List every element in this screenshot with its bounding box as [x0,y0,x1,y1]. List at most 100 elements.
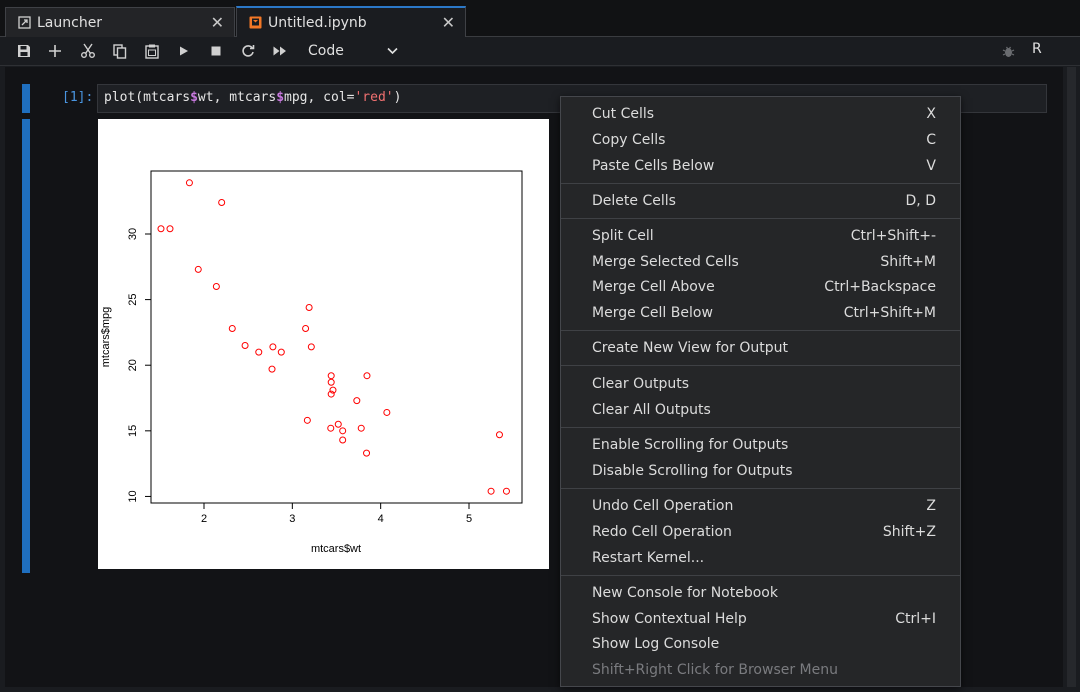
data-point [327,372,335,380]
restart-icon [242,45,255,57]
add-cell-icon [49,45,61,57]
menu-item-shortcut: D, D [905,193,936,209]
menu-item[interactable]: Clear Outputs [561,372,960,398]
code-string: 'red' [354,90,394,105]
menu-item-shortcut: Ctrl+Backspace [824,279,936,295]
menu-item[interactable]: Merge Cell Below Ctrl+Shift+M [561,301,960,327]
menu-item[interactable]: Merge Selected Cells Shift+M [561,250,960,276]
menu-item-label: Paste Cells Below [592,158,715,174]
data-point [357,424,365,432]
data-point [327,390,335,398]
menu-separator [561,183,960,184]
data-point [194,265,202,273]
data-point [228,324,236,332]
x-tick-label: 2 [201,513,207,525]
bug-icon [1002,46,1014,57]
input-collapser[interactable] [22,84,30,113]
data-point [269,343,277,351]
scrollbar-thumb[interactable] [1067,67,1076,687]
menu-separator [561,218,960,219]
code-text: plot(mtcars [104,90,191,105]
run-button[interactable] [173,41,195,61]
stop-icon [211,46,221,56]
menu-item-label: Undo Cell Operation [592,498,734,514]
code-text: ) [393,90,402,105]
menu-item[interactable]: Undo Cell Operation Z [561,494,960,520]
paste-button[interactable] [141,41,163,61]
tab-launcher[interactable]: Launcher ✕ [5,7,235,37]
menu-item-label: Create New View for Output [592,340,788,356]
restart-button[interactable] [237,41,259,61]
stop-button[interactable] [205,41,227,61]
menu-item[interactable]: Split Cell Ctrl+Shift+- [561,224,960,250]
close-icon[interactable]: ✕ [441,13,455,32]
menu-separator [561,427,960,428]
tab-notebook[interactable]: Untitled.ipynb ✕ [236,6,466,37]
data-point [185,179,193,187]
menu-item-shortcut: V [926,158,936,174]
menu-item[interactable]: Copy Cells C [561,128,960,154]
add-cell-button[interactable] [44,41,66,61]
data-point [487,487,495,495]
code-operator: $ [276,90,285,105]
tab-label-launcher: Launcher [37,14,103,31]
menu-item[interactable]: Show Contextual Help Ctrl+I [561,607,960,633]
data-point [495,431,503,439]
data-point [241,342,249,350]
close-icon[interactable]: ✕ [210,13,224,32]
x-axis-label: mtcars$wt [311,543,361,555]
kernel-name[interactable]: R [1032,41,1042,57]
menu-item-label: Delete Cells [592,193,676,209]
cut-icon [81,43,95,58]
menu-item[interactable]: Restart Kernel... [561,546,960,572]
menu-item-shortcut: Shift+M [880,254,936,270]
menu-item-label: Merge Selected Cells [592,254,739,270]
save-button[interactable] [13,41,35,61]
menu-item[interactable]: Cut Cells X [561,102,960,128]
run-all-button[interactable] [269,41,291,61]
data-point [305,303,313,311]
copy-icon [113,43,127,59]
tab-bar: Launcher ✕ Untitled.ipynb ✕ [0,0,1080,37]
menu-item-label: Enable Scrolling for Outputs [592,437,789,453]
menu-item-shortcut: C [926,132,936,148]
menu-item[interactable]: Merge Cell Above Ctrl+Backspace [561,275,960,301]
y-tick-label: 30 [127,228,139,240]
context-menu: Cut Cells X Copy Cells C Paste Cells Below V D… [560,96,961,687]
menu-item[interactable]: Paste Cells Below V [561,154,960,180]
menu-item-label: Shift+Right Click for Browser Menu [592,662,838,678]
menu-separator [561,488,960,489]
menu-item[interactable]: Create New View for Output [561,336,960,362]
data-point [218,198,226,206]
menu-item-shortcut: Z [926,498,936,514]
plot-output: 2 3 4 5 10 15 20 25 30 mtcars$wt mtcars$mpg [98,119,549,569]
data-point [157,225,165,233]
menu-item[interactable]: Disable Scrolling for Outputs [561,459,960,485]
menu-item: Shift+Right Click for Browser Menu [561,658,960,684]
menu-separator [561,575,960,576]
output-collapser[interactable] [22,119,30,573]
menu-item[interactable]: Show Log Console [561,632,960,658]
y-tick-label: 20 [127,359,139,371]
cell-type-select[interactable]: Code [300,41,398,61]
menu-item[interactable]: New Console for Notebook [561,581,960,607]
data-point [327,424,335,432]
data-point [339,427,347,435]
code-text: wt, mtcars [197,90,277,105]
menu-item-label: Clear All Outputs [592,402,711,418]
menu-item[interactable]: Redo Cell Operation Shift+Z [561,520,960,546]
menu-item-shortcut: Shift+Z [882,524,936,540]
x-tick-label: 4 [378,513,384,525]
menu-item[interactable]: Enable Scrolling for Outputs [561,433,960,459]
data-point [363,449,371,457]
menu-item-label: Copy Cells [592,132,666,148]
scrollbar[interactable] [1063,67,1080,692]
menu-item-label: Merge Cell Below [592,305,713,321]
cut-button[interactable] [77,41,99,61]
copy-button[interactable] [109,41,131,61]
menu-item-label: Redo Cell Operation [592,524,732,540]
menu-item[interactable]: Clear All Outputs [561,398,960,424]
data-point [255,348,263,356]
menu-item[interactable]: Delete Cells D, D [561,189,960,215]
menu-item-label: Split Cell [592,228,654,244]
